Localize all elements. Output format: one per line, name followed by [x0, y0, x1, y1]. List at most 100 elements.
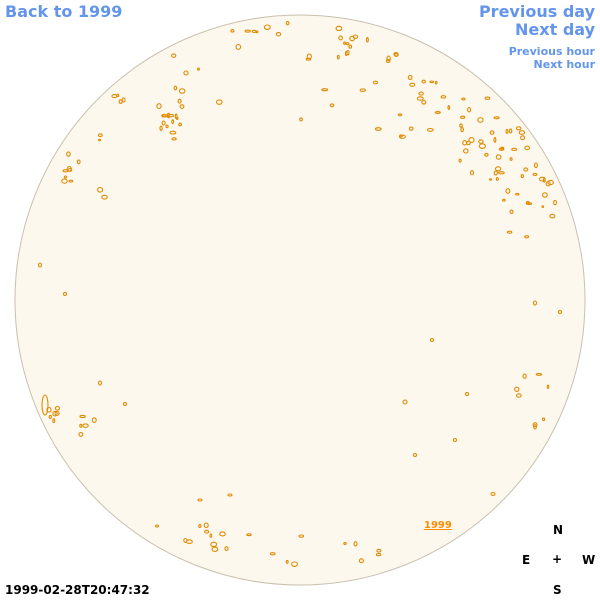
contour-mark	[399, 134, 403, 138]
next-day-link[interactable]: Next day	[515, 20, 595, 39]
contour-mark	[174, 113, 178, 119]
contour-mark	[285, 20, 290, 26]
contour-mark	[502, 198, 506, 202]
contour-mark	[525, 201, 530, 205]
contour-mark	[165, 124, 169, 129]
contour-mark	[546, 384, 550, 389]
back-to-year-link[interactable]: Back to 1999	[5, 2, 123, 21]
compass-north: N	[553, 523, 564, 537]
contour-mark	[505, 188, 511, 194]
contour-mark	[336, 54, 340, 60]
contour-mark	[532, 422, 538, 428]
contour-mark	[285, 559, 289, 564]
contour-mark	[407, 74, 413, 80]
contour-mark	[493, 170, 498, 176]
compass-east: E	[522, 553, 531, 567]
contour-mark	[421, 99, 427, 105]
contour-mark	[478, 143, 486, 149]
contour-mark	[329, 103, 335, 108]
contour-mark	[219, 531, 226, 537]
contour-mark	[494, 166, 502, 172]
contour-mark	[493, 116, 500, 120]
contour-mark	[198, 524, 202, 528]
previous-day-link[interactable]: Previous day	[478, 2, 595, 21]
contour-mark	[78, 431, 84, 437]
contour-mark	[489, 130, 495, 135]
contour-mark	[171, 119, 175, 124]
contour-mark	[298, 534, 305, 538]
contour-mark	[385, 58, 391, 64]
contour-mark	[533, 424, 537, 430]
contour-mark	[211, 546, 219, 552]
active-region-contours	[37, 20, 563, 567]
contour-mark	[61, 178, 68, 184]
contour-mark	[524, 235, 530, 239]
compass-south: S	[553, 583, 562, 597]
contour-mark	[459, 123, 463, 128]
contour-mark	[269, 552, 276, 556]
contour-mark	[97, 380, 103, 386]
contour-mark	[359, 88, 366, 92]
contour-mark	[524, 145, 531, 151]
contour-mark	[335, 25, 343, 32]
contour-mark	[518, 130, 526, 135]
contour-mark	[156, 103, 162, 110]
contour-mark	[542, 192, 548, 198]
contour-mark	[349, 35, 355, 42]
contour-mark	[535, 372, 543, 376]
contour-mark	[97, 133, 103, 138]
contour-mark	[447, 105, 451, 110]
contour-mark	[463, 148, 469, 154]
previous-hour-link[interactable]: Previous hour	[508, 45, 595, 58]
contour-mark	[177, 98, 182, 104]
contour-mark	[520, 174, 524, 179]
contour-mark	[493, 136, 497, 143]
contour-mark	[532, 172, 538, 176]
contour-mark	[178, 122, 182, 127]
contour-mark	[477, 117, 484, 123]
contour-mark	[549, 213, 556, 219]
contour-mark	[54, 405, 61, 411]
contour-mark	[461, 97, 466, 101]
contour-mark	[542, 417, 546, 422]
contour-mark	[495, 154, 502, 160]
contour-mark	[171, 53, 177, 58]
contour-mark	[209, 533, 213, 538]
contour-mark	[426, 127, 434, 132]
contour-mark	[500, 146, 505, 150]
contour-mark	[460, 115, 466, 119]
contour-mark	[553, 199, 557, 206]
contour-mark	[511, 147, 518, 152]
contour-mark	[66, 166, 72, 172]
contour-mark	[372, 80, 379, 85]
contour-mark	[532, 300, 538, 306]
contour-mark	[173, 85, 178, 91]
contour-mark	[408, 126, 414, 131]
contour-mark	[161, 120, 166, 126]
contour-mark	[97, 186, 104, 193]
contour-mark	[490, 491, 496, 497]
contour-mark	[98, 138, 102, 142]
contour-mark	[66, 151, 71, 157]
contour-mark	[557, 309, 563, 315]
contour-mark	[305, 57, 312, 61]
contour-mark	[37, 262, 43, 268]
contour-mark	[79, 423, 83, 428]
contour-mark	[203, 522, 209, 529]
year-link[interactable]: 1999	[424, 520, 452, 531]
contour-mark	[516, 393, 522, 398]
compass-west: W	[582, 553, 596, 567]
contour-mark	[343, 41, 347, 45]
contour-mark	[215, 99, 223, 105]
contour-mark	[91, 417, 97, 423]
contour-mark	[508, 128, 513, 134]
contour-mark	[183, 70, 189, 76]
contour-mark	[541, 205, 545, 208]
solar-disk	[14, 14, 586, 586]
contour-mark	[365, 37, 369, 43]
next-hour-link[interactable]: Next hour	[533, 58, 596, 71]
contour-mark	[275, 31, 282, 37]
contour-mark	[299, 117, 303, 122]
contour-mark	[227, 493, 233, 497]
